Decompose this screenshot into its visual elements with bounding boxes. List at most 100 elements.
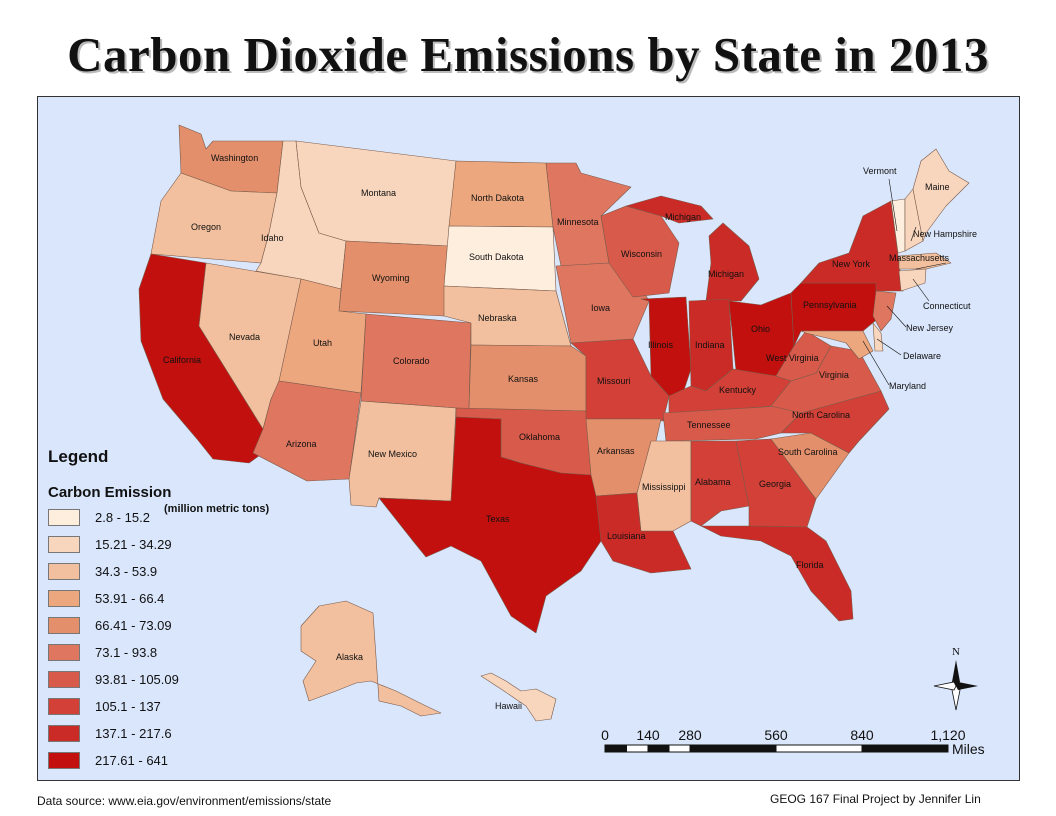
label-texas: Texas [486, 514, 510, 524]
label-maryland: Maryland [889, 381, 926, 391]
label-new-mexico: New Mexico [368, 449, 417, 459]
legend-field-label: Carbon Emission [48, 484, 172, 501]
label-west-virginia: West Virginia [766, 353, 819, 363]
label-kansas: Kansas [508, 374, 539, 384]
label-utah: Utah [313, 338, 332, 348]
north-arrow: N [933, 646, 978, 711]
label-kentucky: Kentucky [719, 385, 757, 395]
label-alabama: Alabama [695, 477, 731, 487]
label-wyoming: Wyoming [372, 273, 409, 283]
legend-swatch [48, 617, 80, 634]
data-source-note: Data source: www.eia.gov/environment/emi… [37, 794, 332, 808]
label-maine: Maine [925, 182, 950, 192]
legend-swatch [48, 752, 80, 769]
label-south-carolina: South Carolina [778, 447, 838, 457]
legend-label: 217.61 - 641 [95, 753, 169, 768]
label-tennessee: Tennessee [687, 420, 731, 430]
state-missouri[interactable] [570, 338, 670, 422]
legend-label: 105.1 - 137 [95, 699, 161, 714]
us-map: Washington Oregon California Nevada Idah… [138, 124, 977, 722]
state-massachusetts[interactable] [898, 252, 952, 270]
map-frame: Washington Oregon California Nevada Idah… [37, 96, 1020, 781]
label-arkansas: Arkansas [597, 446, 635, 456]
label-montana: Montana [361, 188, 396, 198]
scale-tick-840: 840 [850, 727, 874, 743]
label-delaware: Delaware [903, 351, 941, 361]
state-new-mexico[interactable] [348, 400, 457, 508]
label-alaska: Alaska [336, 652, 363, 662]
scale-tick-1120: 1,120 [930, 727, 965, 743]
legend-label: 137.1 - 217.6 [95, 726, 172, 741]
label-missouri: Missouri [597, 376, 631, 386]
label-north-carolina: North Carolina [792, 410, 850, 420]
label-iowa: Iowa [591, 303, 610, 313]
legend-label: 66.41 - 73.09 [95, 618, 172, 633]
label-indiana: Indiana [695, 340, 725, 350]
legend-swatch [48, 671, 80, 688]
east-arrow [956, 682, 978, 690]
state-hawaii[interactable] [480, 672, 557, 722]
map-title: Carbon Dioxide Emissions by State in 201… [67, 27, 989, 82]
state-florida[interactable] [700, 525, 854, 622]
scale-unit: Miles [952, 741, 985, 757]
legend-swatch [48, 590, 80, 607]
scale-tick-140: 140 [636, 727, 660, 743]
scale-tick-280: 280 [678, 727, 702, 743]
west-arrow [933, 681, 957, 691]
label-virginia: Virginia [819, 370, 849, 380]
legend-label: 2.8 - 15.2 [95, 510, 150, 525]
label-louisiana: Louisiana [607, 531, 646, 541]
credit-note: GEOG 167 Final Project by Jennifer Lin [770, 792, 981, 806]
state-arizona[interactable] [252, 380, 362, 482]
label-south-dakota: South Dakota [469, 252, 524, 262]
north-label: N [952, 646, 960, 658]
state-maryland[interactable] [800, 330, 874, 360]
label-florida: Florida [796, 560, 824, 570]
scale-tick-560: 560 [764, 727, 788, 743]
legend-swatch [48, 563, 80, 580]
legend-label: 53.91 - 66.4 [95, 591, 165, 606]
scale-bar: 0 140 280 560 840 1,120 Miles [601, 727, 985, 757]
label-california: California [163, 355, 201, 365]
label-massachusetts: Massachusetts [889, 253, 950, 263]
legend-label: 34.3 - 53.9 [95, 564, 158, 579]
label-pennsylvania: Pennsylvania [803, 300, 857, 310]
label-new-jersey: New Jersey [906, 323, 954, 333]
legend-swatch [48, 725, 80, 742]
label-north-dakota: North Dakota [471, 193, 524, 203]
state-alaska[interactable] [300, 600, 442, 717]
state-new-york[interactable] [800, 200, 904, 292]
label-minnesota: Minnesota [557, 217, 599, 227]
legend-swatch [48, 536, 80, 553]
legend-units: (million metric tons) [164, 503, 270, 515]
legend-swatch [48, 644, 80, 661]
state-michigan[interactable] [705, 222, 760, 302]
label-connecticut: Connecticut [923, 301, 971, 311]
label-oklahoma: Oklahoma [519, 432, 560, 442]
label-new-hampshire: New Hampshire [913, 229, 977, 239]
state-delaware[interactable] [872, 322, 884, 352]
label-nebraska: Nebraska [478, 313, 517, 323]
label-arizona: Arizona [286, 439, 317, 449]
state-new-jersey[interactable] [872, 290, 897, 332]
label-new-york: New York [832, 259, 871, 269]
state-michigan-upper[interactable] [625, 195, 714, 224]
label-mississippi: Mississippi [642, 482, 686, 492]
state-labels: Washington Oregon California Nevada Idah… [163, 153, 977, 711]
label-nevada: Nevada [229, 332, 260, 342]
state-texas[interactable] [378, 416, 602, 634]
state-maine[interactable] [912, 148, 970, 242]
label-hawaii: Hawaii [495, 701, 522, 711]
scale-tick-0: 0 [601, 727, 609, 743]
label-oregon: Oregon [191, 222, 221, 232]
label-michigan-upper: Michigan [665, 212, 701, 222]
label-vermont: Vermont [863, 166, 897, 176]
north-arrow-head [952, 660, 960, 686]
state-connecticut[interactable] [898, 268, 927, 292]
legend-label: 15.21 - 34.29 [95, 537, 172, 552]
label-idaho: Idaho [261, 233, 284, 243]
leader-lines [862, 178, 947, 386]
label-michigan: Michigan [708, 269, 744, 279]
label-ohio: Ohio [751, 324, 770, 334]
legend-title: Legend [48, 447, 109, 466]
